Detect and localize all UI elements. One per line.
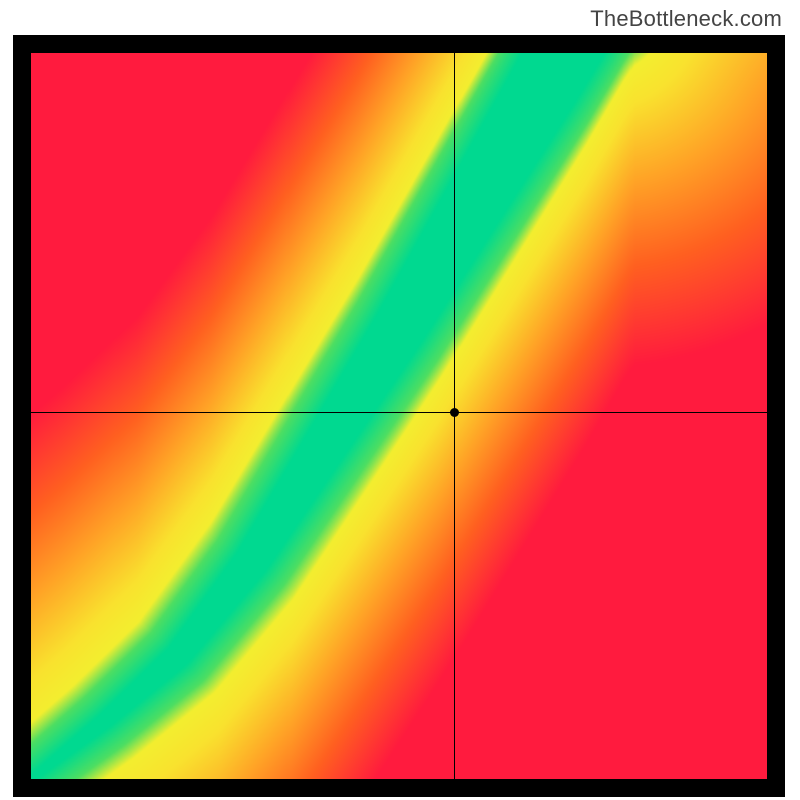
- bottleneck-heatmap: [13, 35, 785, 797]
- heatmap-canvas: [31, 53, 767, 779]
- heatmap-inner: [31, 53, 767, 779]
- crosshair-point: [450, 408, 459, 417]
- crosshair-horizontal: [31, 412, 767, 413]
- attribution-text: TheBottleneck.com: [590, 6, 782, 32]
